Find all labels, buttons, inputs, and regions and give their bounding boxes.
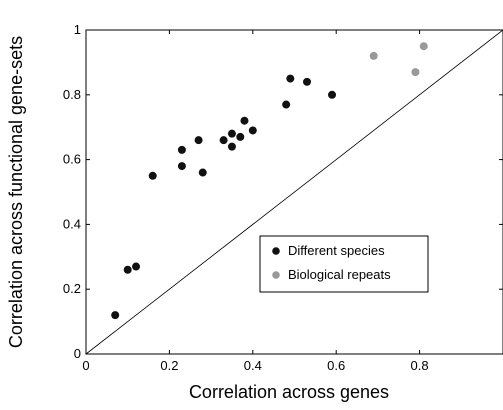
legend-label-biological-repeats: Biological repeats [288,267,391,282]
data-point-different-species [303,77,312,86]
data-point-different-species [111,311,120,320]
data-point-different-species [198,168,207,177]
data-point-different-species [219,136,228,145]
data-point-biological-repeats [369,51,378,60]
y-tick-label: 1 [74,22,81,37]
x-tick-label: 0.6 [327,358,345,373]
x-axis-title: Correlation across genes [189,382,389,402]
data-point-different-species [328,90,337,99]
legend-marker-different-species [272,247,280,255]
legend-box [259,235,429,293]
x-tick-label: 0.2 [160,358,178,373]
data-point-different-species [240,116,249,125]
legend: Different species Biological repeats [259,235,429,293]
data-point-different-species [177,162,186,171]
x-tick-label: 0 [82,358,89,373]
legend-label-different-species: Different species [288,243,385,258]
data-point-different-species [236,132,245,141]
data-point-different-species [286,74,295,83]
y-tick-label: 0 [74,346,81,361]
data-point-different-species [123,265,132,274]
data-point-different-species [177,145,186,154]
data-point-biological-repeats [419,42,428,51]
x-tick-label: 0.4 [244,358,262,373]
y-tick-label: 0.2 [63,281,81,296]
plot-frame [85,29,503,355]
data-point-different-species [194,136,203,145]
data-point-different-species [148,171,157,180]
y-tick-label: 0.8 [63,87,81,102]
data-point-different-species [248,126,257,135]
data-point-different-species [282,100,291,109]
data-point-different-species [132,262,141,271]
y-axis-title: Correlation across functional gene-sets [6,36,26,348]
legend-marker-biological-repeats [272,271,280,279]
data-point-different-species [227,142,236,151]
reference-diagonal-line [85,29,503,355]
y-tick-label: 0.4 [63,216,81,231]
x-tick-label: 0.8 [411,358,429,373]
data-point-different-species [227,129,236,138]
y-tick-label: 0.6 [63,152,81,167]
data-point-biological-repeats [411,68,420,77]
